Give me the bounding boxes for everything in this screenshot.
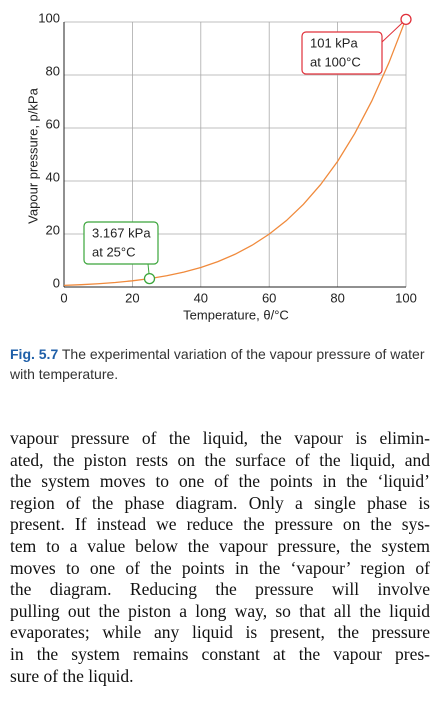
x-tick-label: 0 — [60, 290, 67, 305]
x-tick-label: 80 — [330, 290, 344, 305]
chart: Vapour pressure, p/kPa Temperature, θ/°C… — [25, 10, 417, 322]
x-tick-label: 40 — [194, 290, 208, 305]
x-tick-label: 20 — [125, 290, 139, 305]
text-line: in the system remains constant at the va… — [10, 643, 430, 664]
text-line: sure of the liquid. — [10, 665, 134, 686]
text-line: tem to a value below the vapour pressure… — [10, 535, 430, 556]
y-tick-label: 0 — [53, 275, 60, 290]
x-tick-label: 100 — [395, 290, 417, 305]
y-axis-label: Vapour pressure, p/kPa — [25, 87, 40, 223]
point — [400, 13, 412, 26]
y-tick-label: 60 — [46, 116, 60, 131]
x-tick-label: 60 — [262, 290, 276, 305]
text-line: vapour pressure of the liquid, the vapou… — [10, 428, 430, 448]
annotation-text: at 100°C — [310, 54, 361, 69]
y-tick-label: 80 — [46, 63, 60, 78]
caption-text: The experimental variation of the vapour… — [10, 346, 425, 382]
y-tick-label: 100 — [38, 10, 60, 25]
y-tick-label: 40 — [46, 169, 60, 184]
caption: Fig. 5.7 The experimental variation of t… — [10, 344, 430, 384]
text-line: the system moves to one of the points in… — [10, 471, 430, 492]
point — [143, 272, 156, 285]
text-line: pulling out the piston a long way, so th… — [10, 600, 430, 621]
annotation-box — [83, 221, 159, 265]
x-axis-label: Temperature, θ/°C — [183, 307, 289, 322]
line — [63, 18, 407, 287]
annotation-text: 3.167 kPa — [92, 225, 151, 240]
annotation-text: at 25°C — [92, 244, 136, 259]
y-tick-label: 20 — [46, 222, 60, 237]
text-line: the diagram. Reducing the pressure will … — [10, 579, 430, 600]
text-line: ated, the piston rests on the surface of… — [10, 449, 430, 470]
annotation-text: 101 kPa — [310, 35, 358, 50]
body-text: vapour pressure of the liquid, the vapou… — [10, 428, 430, 687]
text-line: present. If instead we reduce the pressu… — [10, 514, 430, 535]
caption-label: Fig. 5.7 — [10, 346, 59, 362]
annotation-box — [301, 31, 383, 75]
text-line: moves to one of the points in the ‘vapou… — [10, 557, 430, 578]
text-line: evaporates; while any liquid is present,… — [10, 622, 430, 643]
text-line: region of the phase diagram. Only a sing… — [10, 492, 430, 513]
